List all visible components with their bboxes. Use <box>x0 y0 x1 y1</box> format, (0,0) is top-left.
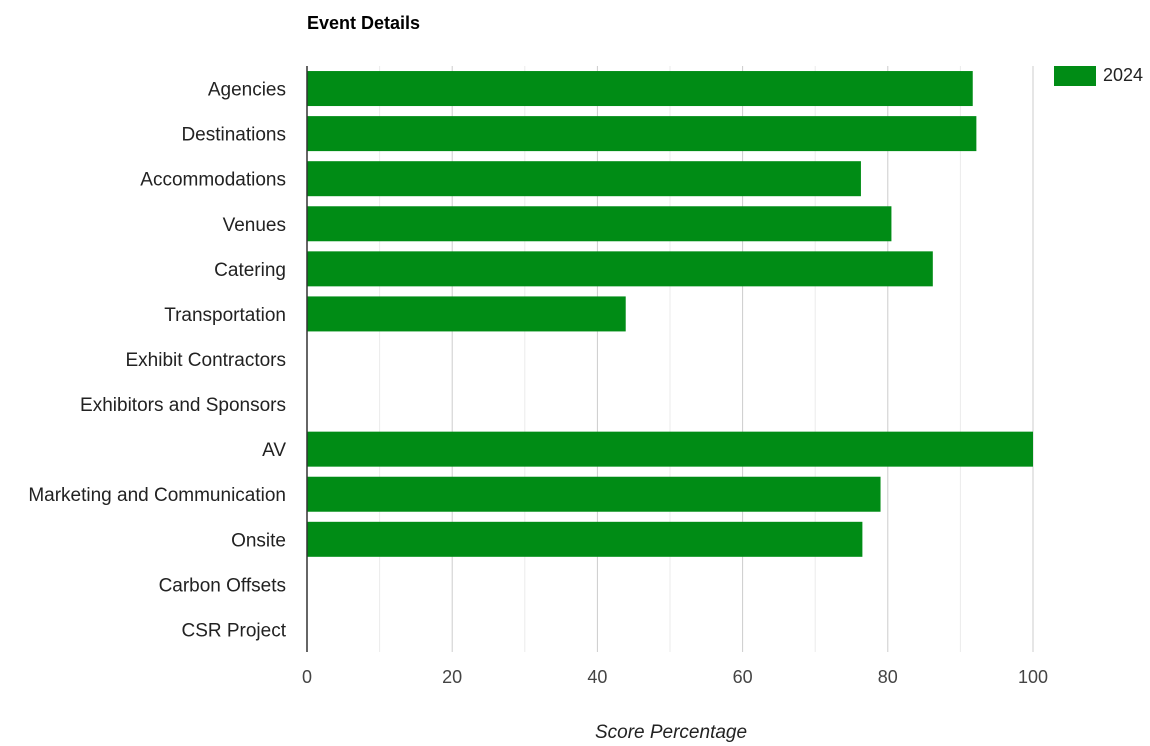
x-tick-label: 20 <box>442 667 462 687</box>
x-tick-label: 100 <box>1018 667 1048 687</box>
bar-agencies[interactable] <box>307 71 973 107</box>
category-label: Marketing and Communication <box>28 485 286 506</box>
category-label: Catering <box>214 260 286 281</box>
bar-transportation[interactable] <box>307 296 626 332</box>
legend-swatch <box>1054 65 1096 86</box>
category-label: Venues <box>223 215 286 236</box>
category-labels: Agencies Destinations Accommodations Venues… <box>28 80 286 642</box>
x-axis-title: Score Percentage <box>594 722 748 743</box>
gridlines <box>379 66 1034 652</box>
bars <box>307 71 1033 557</box>
category-label: Accommodations <box>140 170 286 191</box>
bar-marketing-and-communication[interactable] <box>307 476 881 512</box>
category-label: Exhibit Contractors <box>125 350 286 371</box>
bar-accommodations[interactable] <box>307 161 861 197</box>
category-label: AV <box>262 440 286 461</box>
x-tick-label: 0 <box>302 667 312 687</box>
bar-catering[interactable] <box>307 251 933 287</box>
legend-label: 2024 <box>1103 65 1144 85</box>
category-label: Exhibitors and Sponsors <box>80 395 286 416</box>
category-label: CSR Project <box>181 620 286 641</box>
category-label: Onsite <box>231 530 286 551</box>
x-tick-label: 80 <box>878 667 898 687</box>
bar-av[interactable] <box>307 431 1033 467</box>
bar-venues[interactable] <box>307 206 892 242</box>
bar-destinations[interactable] <box>307 116 977 152</box>
x-tick-label: 60 <box>733 667 753 687</box>
x-tick-labels: 0 20 40 60 80 100 <box>302 667 1048 687</box>
category-label: Carbon Offsets <box>159 575 286 596</box>
x-tick-label: 40 <box>587 667 607 687</box>
legend[interactable]: 2024 <box>1054 65 1143 86</box>
category-label: Destinations <box>181 125 286 146</box>
bar-onsite[interactable] <box>307 521 863 557</box>
chart-title: Event Details <box>307 13 421 33</box>
category-label: Agencies <box>208 80 286 101</box>
category-label: Transportation <box>164 305 286 326</box>
